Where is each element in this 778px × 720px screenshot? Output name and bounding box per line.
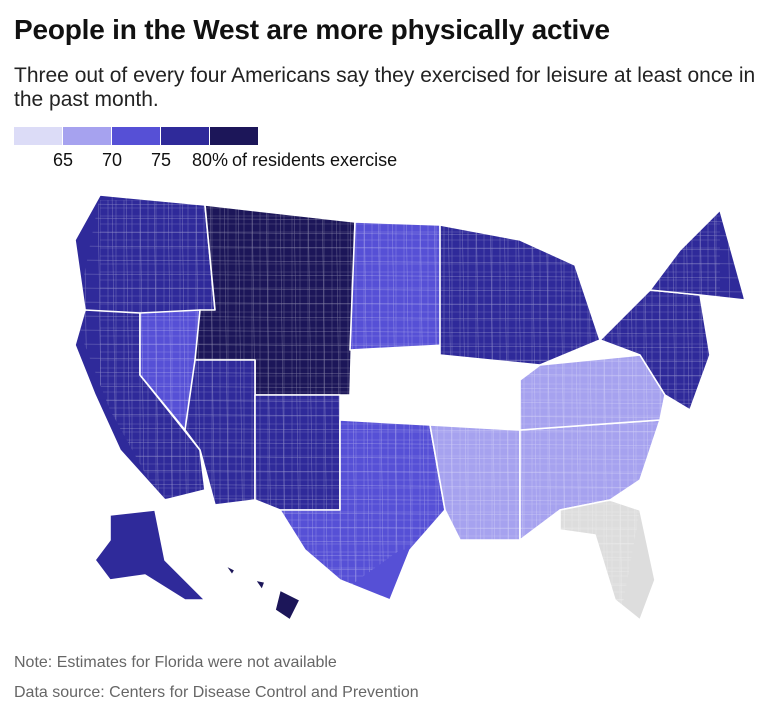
- legend-swatch-1: [14, 127, 62, 145]
- legend-tick-70: 70: [101, 150, 123, 170]
- legend-tick-75: 75: [150, 150, 172, 170]
- footnote: Note: Estimates for Florida were not ava…: [14, 654, 337, 671]
- us-county-map: [74, 194, 746, 621]
- legend-swatch-4: [161, 127, 209, 145]
- region-hawaii: [224, 564, 301, 621]
- legend-unit-label: of residents exercise: [232, 150, 398, 170]
- data-source: Data source: Centers for Disease Control…: [14, 684, 419, 701]
- chart-subtitle: Three out of every four Americans say th…: [14, 64, 756, 111]
- region-alaska: [94, 509, 206, 601]
- legend-swatch-2: [63, 127, 111, 145]
- legend-swatch-5: [210, 127, 258, 145]
- color-legend: 65 70 75 80% of residents exercise: [14, 127, 534, 170]
- chart-title: People in the West are more physically a…: [14, 14, 610, 45]
- legend-tick-80: 80%: [191, 150, 229, 170]
- legend-tick-65: 65: [52, 150, 74, 170]
- legend-swatch-3: [112, 127, 160, 145]
